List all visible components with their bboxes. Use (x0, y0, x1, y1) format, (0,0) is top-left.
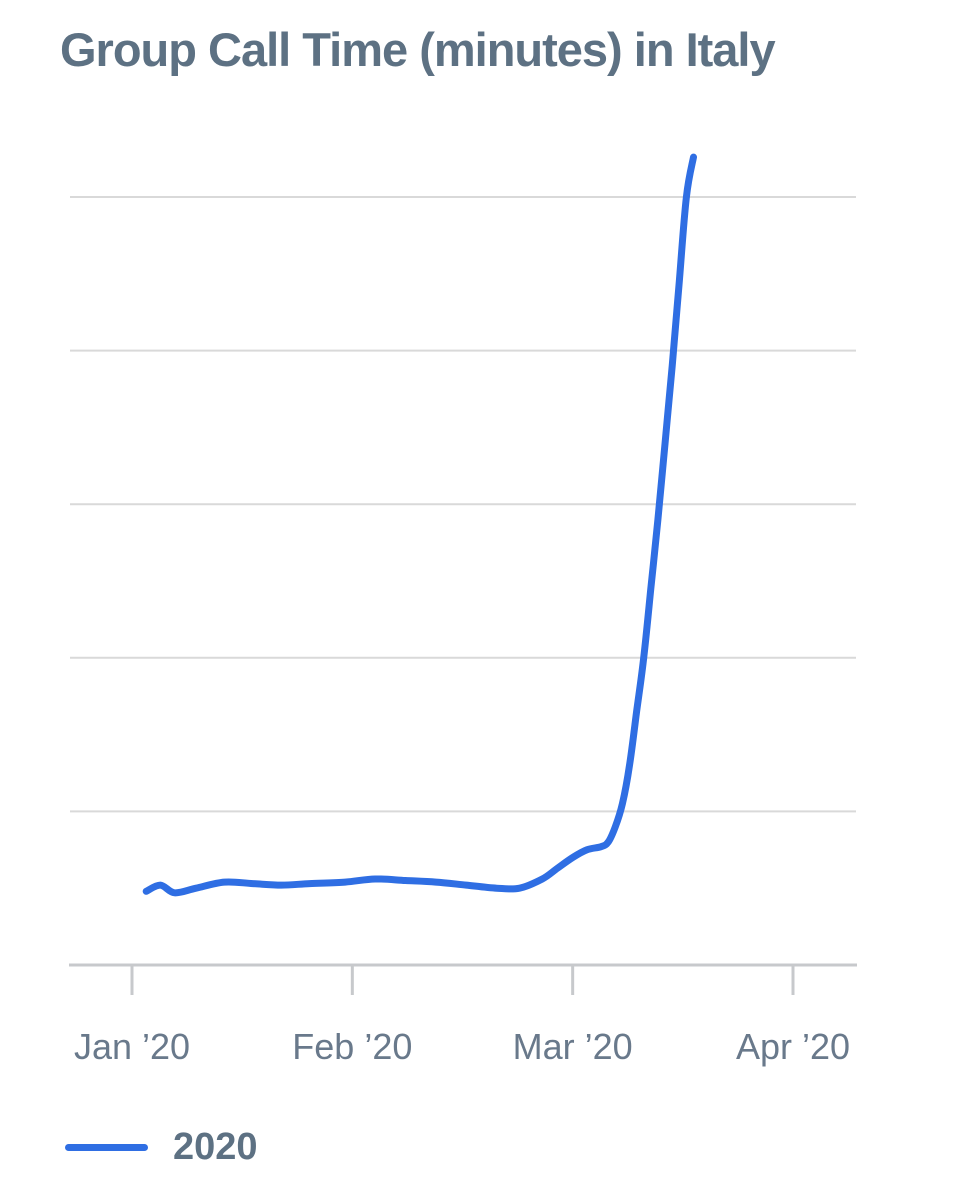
x-tick-label-mar: Mar ’20 (512, 1026, 633, 1067)
legend: 2020 (65, 1126, 258, 1169)
series-line-2020 (142, 153, 697, 897)
legend-line-swatch (65, 1144, 148, 1151)
x-tick-label-feb: Feb ’20 (292, 1026, 413, 1067)
x-tick-label-apr: Apr ’20 (735, 1026, 851, 1067)
legend-label-2020: 2020 (173, 1126, 258, 1168)
x-tick-label-jan: Jan ’20 (73, 1026, 191, 1067)
chart-title: Group Call Time (minutes) in Italy (60, 23, 776, 76)
